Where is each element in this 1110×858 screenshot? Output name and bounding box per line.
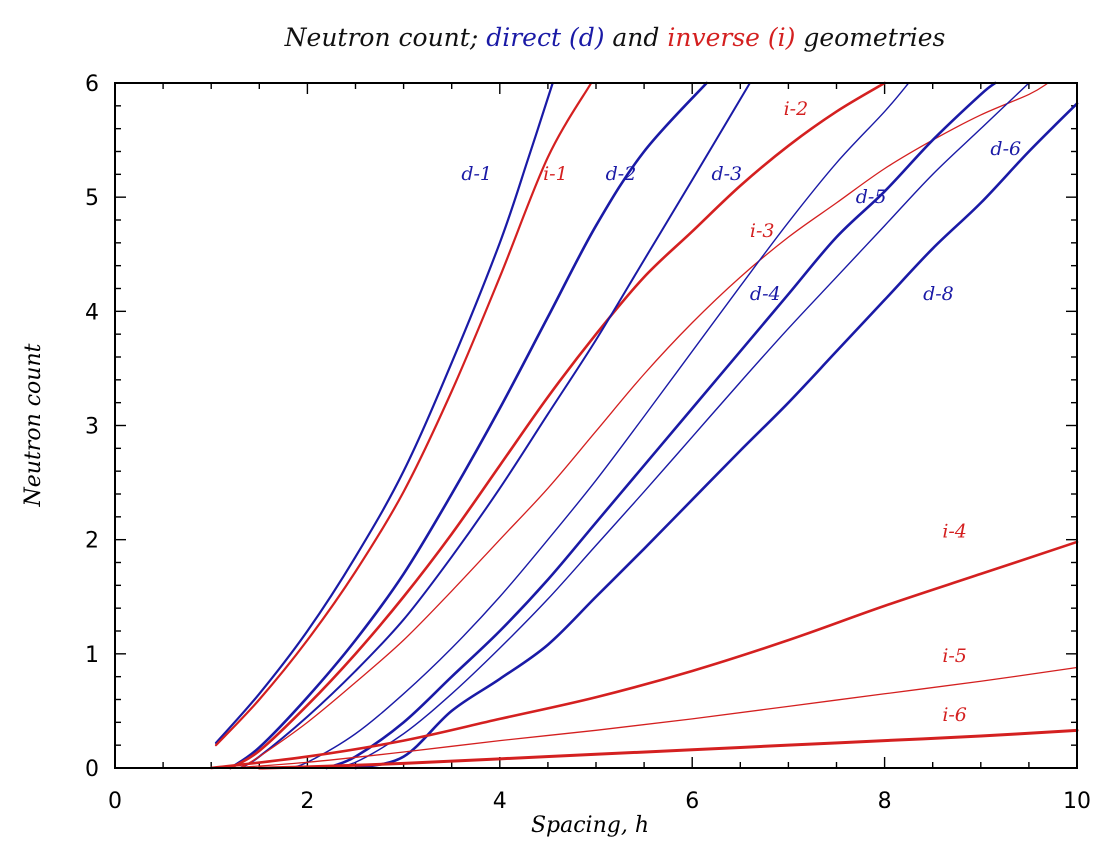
y-tick-label: 1: [85, 643, 99, 668]
label-i-3: i-3: [750, 220, 775, 242]
y-tick-label: 3: [85, 415, 99, 440]
label-d-4: d-4: [750, 283, 781, 305]
series-i-2: [229, 81, 886, 770]
series-labels: d-1 i-1 d-2 i-2 d-3 i-3 d-4 d-5 d-6 d-8 i-4 i-5 i-6: [461, 98, 1021, 726]
label-i-6: i-6: [942, 704, 967, 726]
label-i-2: i-2: [784, 98, 809, 120]
series-d-3: [239, 82, 751, 769]
x-tick-label: 10: [1063, 789, 1091, 814]
series-i-5: [229, 666, 1078, 769]
y-tick-label: 5: [85, 186, 99, 211]
chart-title: Neutron count; direct (d) and inverse (i…: [284, 23, 946, 52]
y-tick-label: 4: [85, 300, 99, 325]
series-d-6: [325, 82, 1030, 769]
series-d-1: [214, 81, 554, 744]
label-d-6: d-6: [990, 138, 1021, 160]
series-i-6: [257, 728, 1079, 770]
x-axis-label: Spacing, h: [531, 813, 649, 838]
title-part-2: and: [604, 23, 667, 52]
series-d-5: [325, 81, 997, 770]
label-i-5: i-5: [942, 645, 967, 667]
label-d-1: d-1: [461, 163, 492, 185]
series-lines: [209, 81, 1079, 770]
label-d-8: d-8: [923, 283, 954, 305]
title-part-1: direct (d): [486, 23, 604, 52]
label-i-1: i-1: [543, 163, 568, 185]
x-tick-label: 8: [878, 789, 892, 814]
plot-frame: [114, 82, 1078, 769]
series-d-8: [354, 102, 1079, 770]
tick-labels: 0 2 4 6 8 10 0 1 2 3 4 5 6: [85, 72, 1091, 814]
label-i-4: i-4: [942, 520, 967, 542]
title-part-0: Neutron count;: [284, 23, 487, 52]
series-i-4: [209, 540, 1079, 770]
x-tick-label: 4: [493, 789, 507, 814]
x-tick-label: 2: [300, 789, 314, 814]
y-tick-label: 2: [85, 529, 99, 554]
tick-marks: [114, 82, 1078, 769]
x-tick-label: 6: [685, 789, 699, 814]
label-d-2: d-2: [606, 163, 637, 185]
series-d-4: [287, 82, 910, 769]
series-i-1: [214, 81, 593, 747]
label-d-3: d-3: [711, 163, 742, 185]
y-axis-label: Neutron count: [21, 343, 46, 507]
y-tick-label: 6: [85, 72, 99, 97]
label-d-5: d-5: [856, 186, 887, 208]
series-d-2: [229, 81, 708, 770]
title-part-4: geometries: [795, 23, 945, 52]
title-part-3: inverse (i): [667, 23, 795, 52]
y-tick-label: 0: [85, 757, 99, 782]
x-tick-label: 0: [108, 789, 122, 814]
